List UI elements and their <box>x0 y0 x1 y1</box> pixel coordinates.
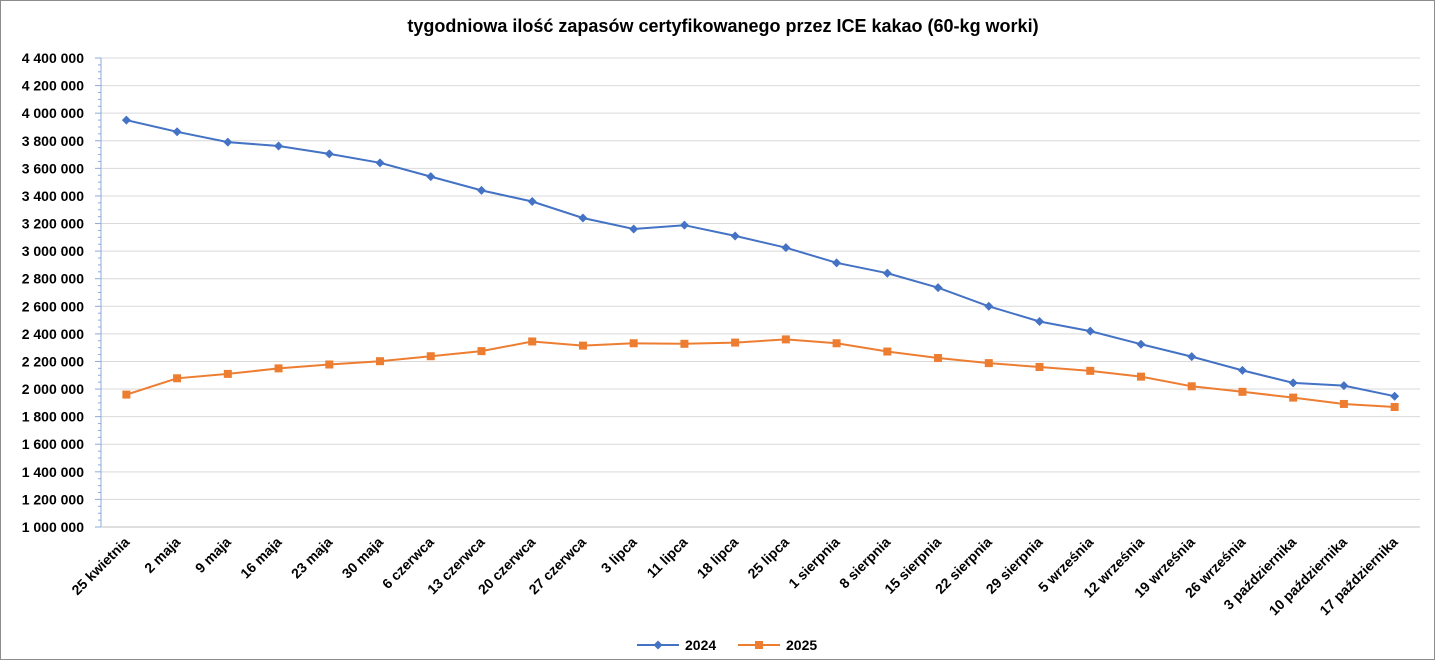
point-2025 <box>426 352 435 361</box>
x-tick-label: 16 maja <box>237 534 285 582</box>
y-tick-label: 4 000 000 <box>22 105 84 121</box>
point-2025 <box>1289 393 1298 402</box>
point-2024 <box>1390 391 1400 401</box>
point-2025 <box>1187 382 1196 391</box>
x-tick-label: 30 maja <box>338 534 386 582</box>
point-2024 <box>1237 365 1247 375</box>
point-2024 <box>172 127 182 137</box>
point-2024 <box>121 115 131 125</box>
point-2025 <box>984 359 993 368</box>
y-tick-label: 4 400 000 <box>22 50 84 66</box>
x-tick-label: 1 sierpnia <box>785 534 843 592</box>
y-tick-label: 3 800 000 <box>22 133 84 149</box>
series-line-2025 <box>126 338 1395 408</box>
y-tick-label: 3 400 000 <box>22 188 84 204</box>
x-tick-label: 25 lipca <box>744 534 792 582</box>
point-2025 <box>122 390 131 399</box>
point-2024 <box>578 213 588 223</box>
point-2025 <box>1035 362 1044 371</box>
x-tick-label: 18 lipca <box>694 534 742 582</box>
point-2024 <box>426 172 436 182</box>
point-2024 <box>984 301 994 311</box>
point-2025 <box>528 337 537 346</box>
point-2024 <box>730 231 740 241</box>
y-tick-label: 3 200 000 <box>22 216 84 232</box>
point-2025 <box>629 339 638 348</box>
point-2024 <box>527 196 537 206</box>
x-tick-label: 2 maja <box>141 534 183 576</box>
point-2025 <box>883 347 892 356</box>
series-line-2024 <box>126 119 1395 398</box>
point-2025 <box>934 354 943 363</box>
point-2025 <box>578 341 587 350</box>
y-tick-label: 2 000 000 <box>22 381 84 397</box>
point-2024 <box>882 268 892 278</box>
x-tick-label: 3 lipca <box>598 534 640 576</box>
x-axis-tick-labels: 25 kwietnia 2 maja 9 maja 16 maja 23 maja 30 … <box>68 534 1401 619</box>
legend: 2024 2025 <box>637 637 817 653</box>
point-2024 <box>629 224 639 234</box>
point-2024 <box>375 158 385 168</box>
point-2025 <box>832 339 841 348</box>
legend-label-2025: 2025 <box>786 637 817 653</box>
legend-marker-2025 <box>755 641 763 649</box>
point-2024 <box>1339 381 1349 391</box>
legend-marker-2024 <box>653 640 663 650</box>
y-tick-label: 1 600 000 <box>22 436 84 452</box>
point-2025 <box>376 357 385 366</box>
y-tick-label: 1 200 000 <box>22 491 84 507</box>
point-2025 <box>477 347 486 356</box>
gridlines <box>101 57 1420 500</box>
y-tick-label: 3 600 000 <box>22 160 84 176</box>
point-2024 <box>679 220 689 230</box>
y-tick-label: 2 800 000 <box>22 271 84 287</box>
point-2025 <box>173 374 182 383</box>
point-2024 <box>1187 352 1197 362</box>
point-2024 <box>476 185 486 195</box>
point-2024 <box>1035 316 1045 326</box>
point-2024 <box>933 283 943 293</box>
x-tick-label: 25 kwietnia <box>68 534 132 598</box>
y-tick-label: 3 000 000 <box>22 243 84 259</box>
point-2025 <box>1136 372 1145 381</box>
y-tick-label: 2 600 000 <box>22 298 84 314</box>
x-tick-label: 11 lipca <box>643 534 690 581</box>
point-2025 <box>223 369 232 378</box>
point-2024 <box>223 137 233 147</box>
point-2025 <box>1339 399 1348 408</box>
point-2024 <box>832 258 842 268</box>
point-2025 <box>680 339 689 348</box>
axes <box>95 57 1420 528</box>
point-2025 <box>274 364 283 373</box>
point-2024 <box>324 149 334 159</box>
data-series <box>121 115 1400 411</box>
x-tick-label: 9 maja <box>192 534 234 576</box>
y-tick-label: 4 200 000 <box>22 78 84 94</box>
chart-title: tygodniowa ilość zapasów certyfikowanego… <box>407 16 1038 36</box>
point-2024 <box>1085 326 1095 336</box>
point-2025 <box>781 335 790 344</box>
y-axis-tick-labels: 1 000 000 1 200 000 1 400 000 1 600 000 1 80… <box>22 50 84 535</box>
y-tick-label: 1 800 000 <box>22 409 84 425</box>
point-2024 <box>781 243 791 253</box>
y-tick-label: 2 400 000 <box>22 326 84 342</box>
point-2024 <box>274 141 284 151</box>
x-tick-label: 23 maja <box>288 534 336 582</box>
point-2025 <box>731 338 740 347</box>
point-2025 <box>1390 402 1399 411</box>
point-2025 <box>1238 387 1247 396</box>
point-2025 <box>1086 366 1095 375</box>
y-tick-label: 1 400 000 <box>22 464 84 480</box>
point-2025 <box>325 360 334 369</box>
y-tick-label: 1 000 000 <box>22 519 84 535</box>
point-2024 <box>1136 339 1146 349</box>
legend-label-2024: 2024 <box>685 637 716 653</box>
y-tick-label: 2 200 000 <box>22 353 84 369</box>
point-2024 <box>1288 378 1298 388</box>
